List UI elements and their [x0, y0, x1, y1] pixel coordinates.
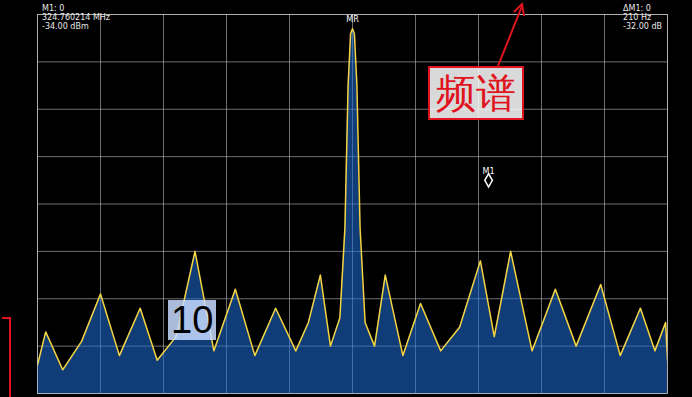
- svg-text:M1: M1: [483, 167, 495, 176]
- svg-text:MR: MR: [346, 15, 359, 24]
- html-text:ΔM1: 0: ΔM1: 0: [623, 4, 651, 13]
- html-text:10: 10: [171, 299, 214, 341]
- html-text:210 Hz: 210 Hz: [623, 13, 652, 22]
- html-text:-32.00 dB: -32.00 dB: [623, 22, 662, 31]
- html-text:-34.00 dBm: -34.00 dBm: [42, 22, 89, 31]
- html-text:频谱: 频谱: [436, 70, 516, 116]
- html-text:324.760214 MHz: 324.760214 MHz: [42, 13, 110, 22]
- html-text:M1: 0: M1: 0: [42, 4, 65, 13]
